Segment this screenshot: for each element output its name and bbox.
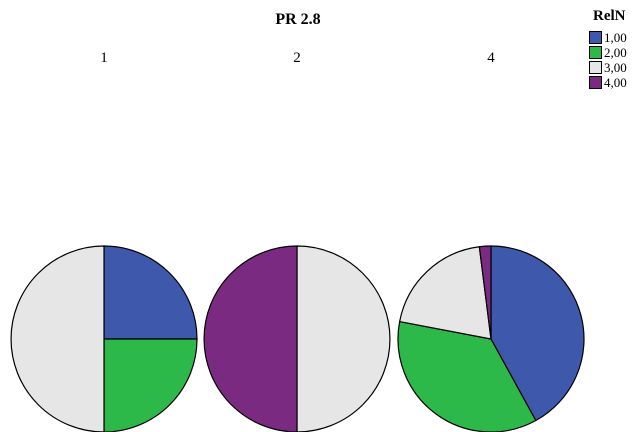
- pie-slice-2-4: [203, 245, 298, 432]
- legend-swatch: [589, 76, 602, 89]
- pie-slice-2-3: [296, 245, 391, 432]
- legend: RelN 1,00 2,00 3,00 4,00: [589, 8, 627, 90]
- panel-label: 1: [100, 50, 108, 66]
- pie-slice-1-2: [103, 338, 198, 432]
- legend-item: 4,00: [589, 75, 627, 90]
- legend-item: 3,00: [589, 60, 627, 75]
- legend-items: 1,00 2,00 3,00 4,00: [589, 30, 627, 90]
- legend-label: 3,00: [604, 59, 627, 75]
- pie-slice-1-3: [10, 245, 105, 432]
- pie-panels: 1 2 4: [10, 50, 585, 432]
- legend-label: 1,00: [604, 29, 627, 45]
- legend-item: 2,00: [589, 45, 627, 60]
- pie-slice-3-1: [490, 245, 585, 422]
- pie-slice-3-4: [478, 245, 492, 340]
- chart-title: PR 2.8: [275, 11, 320, 28]
- pie-slice-3-3: [398, 246, 492, 340]
- legend-label: 2,00: [604, 44, 627, 60]
- legend-label: 4,00: [604, 74, 627, 90]
- panel-label: 4: [487, 50, 495, 66]
- legend-swatch: [589, 31, 602, 44]
- legend-swatch: [589, 61, 602, 74]
- legend-swatch: [589, 46, 602, 59]
- pie-slice-1-1: [103, 245, 198, 340]
- panel-label: 2: [293, 50, 301, 66]
- legend-title: RelN: [593, 8, 626, 24]
- legend-item: 1,00: [589, 30, 627, 45]
- pie-slice-3-2: [397, 320, 537, 432]
